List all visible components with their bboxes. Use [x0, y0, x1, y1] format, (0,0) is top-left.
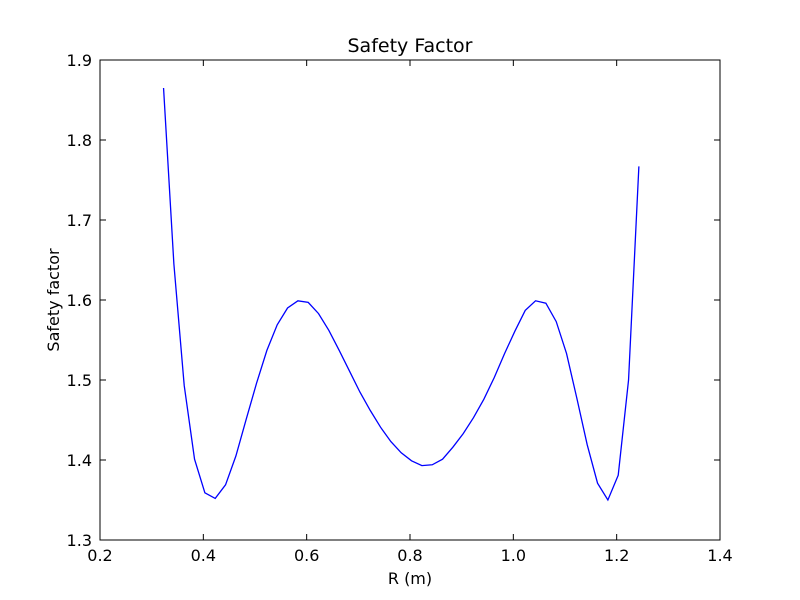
y-axis-label: Safety factor	[44, 248, 63, 352]
x-tick-label: 0.4	[191, 546, 216, 565]
x-tick-label: 1.0	[501, 546, 526, 565]
y-tick-label: 1.9	[67, 51, 92, 70]
y-tick-label: 1.8	[67, 131, 92, 150]
x-tick-label: 0.6	[294, 546, 319, 565]
x-tick-label: 0.8	[397, 546, 422, 565]
plot-frame	[99, 59, 721, 541]
ticks-group: 0.2 0.4 0.6 0.8 1.0 1.2 1.4 1.3 1.4 1.5 1.6 1.7 1.8 1…	[67, 51, 733, 565]
x-tick-label: 0.2	[87, 546, 112, 565]
y-tick-label: 1.4	[67, 451, 92, 470]
x-tick-label: 1.4	[707, 546, 732, 565]
x-axis-label: R (m)	[388, 569, 432, 588]
series-line	[162, 87, 640, 502]
y-tick-label: 1.7	[67, 211, 92, 230]
y-tick-label: 1.5	[67, 371, 92, 390]
x-tick-label: 1.2	[604, 546, 629, 565]
y-tick-label: 1.6	[67, 291, 92, 310]
chart-title: Safety Factor	[348, 35, 473, 57]
plot-area: 0.2 0.4 0.6 0.8 1.0 1.2 1.4 1.3 1.4 1.5 1.6 1.7 1.8 1…	[67, 51, 733, 565]
y-tick-label: 1.3	[67, 531, 92, 550]
